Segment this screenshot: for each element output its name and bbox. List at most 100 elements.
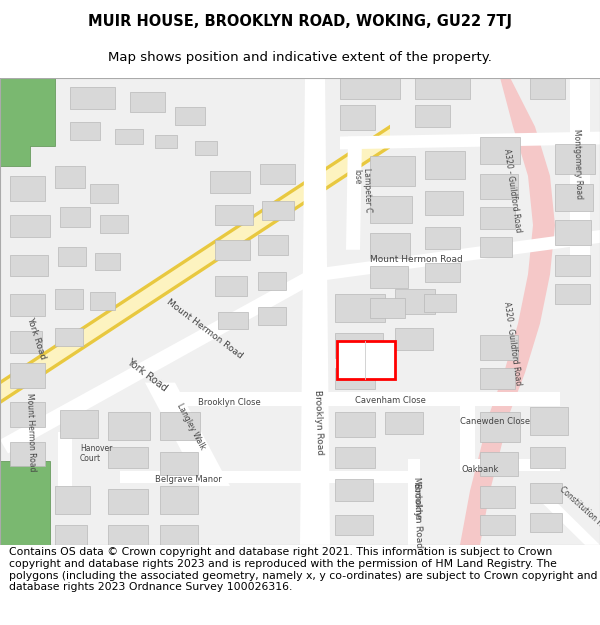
Polygon shape (346, 136, 362, 250)
Bar (335, 368, 375, 389)
Bar (195, 141, 217, 155)
Text: Langley Walk: Langley Walk (175, 402, 207, 451)
Text: A320 - Guildford Road: A320 - Guildford Road (502, 301, 523, 386)
Bar (10, 442, 45, 466)
Text: York Road: York Road (125, 356, 169, 393)
Polygon shape (0, 461, 50, 545)
Bar (10, 363, 45, 388)
Bar (480, 451, 518, 476)
Bar (160, 486, 198, 514)
Polygon shape (0, 144, 390, 404)
Polygon shape (0, 125, 390, 384)
Bar (415, 105, 450, 127)
Text: Constitution Hill: Constitution Hill (558, 484, 600, 532)
Bar (555, 284, 590, 304)
Text: Brooklyn Road: Brooklyn Road (412, 482, 423, 548)
Bar (480, 208, 515, 229)
Bar (370, 266, 408, 288)
Text: Oakbank: Oakbank (462, 465, 499, 474)
Bar (100, 215, 128, 233)
Bar (70, 122, 100, 139)
Bar (55, 486, 90, 514)
Polygon shape (325, 392, 560, 406)
Bar (555, 144, 595, 174)
Text: Contains OS data © Crown copyright and database right 2021. This information is : Contains OS data © Crown copyright and d… (9, 548, 598, 592)
Polygon shape (570, 78, 590, 274)
Bar (70, 88, 115, 109)
Bar (480, 516, 515, 535)
Bar (425, 151, 465, 179)
Bar (415, 78, 470, 99)
Bar (108, 489, 148, 514)
Bar (530, 447, 565, 468)
Bar (210, 171, 250, 192)
Text: Moorholme: Moorholme (411, 478, 421, 520)
Polygon shape (170, 392, 310, 406)
Bar (10, 176, 45, 201)
Bar (258, 272, 286, 290)
Text: MUIR HOUSE, BROOKLYN ROAD, WOKING, GU22 7TJ: MUIR HOUSE, BROOKLYN ROAD, WOKING, GU22 … (88, 14, 512, 29)
Bar (60, 208, 90, 227)
Bar (108, 412, 150, 440)
Bar (55, 166, 85, 188)
Bar (335, 333, 383, 358)
Polygon shape (0, 269, 316, 454)
Polygon shape (145, 382, 230, 486)
Bar (155, 134, 177, 148)
Bar (10, 331, 42, 353)
Bar (260, 164, 295, 184)
Bar (160, 451, 198, 475)
Bar (425, 227, 460, 249)
Bar (340, 78, 400, 99)
Bar (10, 402, 45, 427)
Text: Belgrave Manor: Belgrave Manor (155, 474, 222, 484)
Bar (215, 240, 250, 259)
Bar (555, 220, 591, 245)
Text: Montgomery Road: Montgomery Road (572, 129, 583, 199)
Text: York Road: York Road (25, 316, 47, 361)
Text: Cavenham Close: Cavenham Close (355, 396, 426, 405)
Text: Canewden Close: Canewden Close (460, 418, 530, 426)
Bar (55, 526, 87, 545)
Bar (108, 526, 148, 545)
Polygon shape (58, 432, 72, 511)
Bar (95, 253, 120, 271)
Bar (425, 191, 463, 215)
Bar (340, 105, 375, 129)
Polygon shape (0, 78, 55, 166)
Polygon shape (310, 230, 600, 282)
Bar (215, 206, 253, 225)
Polygon shape (408, 459, 420, 545)
Bar (530, 512, 562, 532)
Bar (480, 368, 515, 389)
Bar (60, 410, 98, 437)
Bar (480, 336, 518, 360)
Bar (160, 526, 198, 545)
Text: Mount Hermon Road: Mount Hermon Road (25, 392, 37, 471)
Polygon shape (300, 78, 330, 545)
Bar (530, 78, 565, 99)
Bar (395, 289, 435, 314)
Bar (160, 412, 200, 440)
Polygon shape (0, 125, 390, 404)
Text: A320 - Guildford Road: A320 - Guildford Road (502, 148, 523, 233)
Bar (335, 479, 373, 501)
Bar (480, 237, 512, 257)
Bar (480, 486, 515, 508)
Bar (480, 136, 520, 164)
Text: Map shows position and indicative extent of the property.: Map shows position and indicative extent… (108, 51, 492, 64)
Bar (10, 294, 45, 316)
Polygon shape (460, 392, 475, 461)
Bar (530, 408, 568, 435)
Polygon shape (340, 132, 600, 149)
Bar (370, 196, 412, 223)
Text: Mount Hermon Road: Mount Hermon Road (165, 297, 244, 360)
Bar (55, 329, 83, 346)
Bar (385, 412, 423, 434)
Bar (215, 276, 247, 296)
Bar (262, 201, 294, 220)
Bar (335, 516, 373, 535)
Bar (370, 233, 410, 258)
Bar (335, 447, 375, 468)
Bar (90, 292, 115, 310)
